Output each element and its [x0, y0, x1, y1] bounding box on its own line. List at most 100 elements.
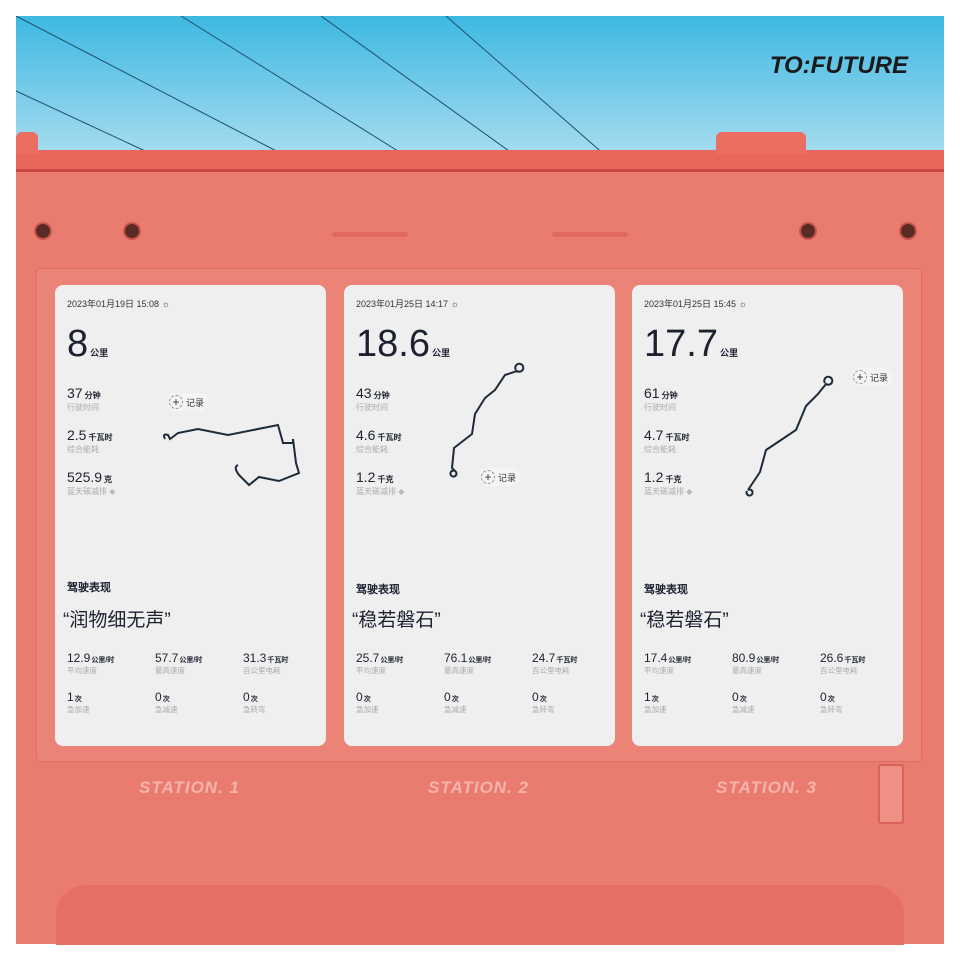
- metric-label: 最高速度: [732, 666, 762, 675]
- metric-label: 急加速: [356, 705, 379, 714]
- metric-value: 0: [356, 690, 363, 704]
- metrics-grid: 25.7公里/时 平均速度 76.1公里/时 最高速度 24.7千瓦时 百公里电耗 0次 急加…: [356, 651, 606, 715]
- rivet: [899, 222, 917, 240]
- metric-unit: 公里/时: [756, 657, 780, 664]
- metric-item: 0次急减速: [444, 690, 532, 715]
- metric-label: 百公里电耗: [532, 666, 570, 675]
- route-path: [745, 375, 834, 497]
- metric-item: 1次 急加速: [644, 690, 732, 715]
- metric-value: 1: [644, 690, 651, 704]
- performance-title: 驾驶表现: [67, 582, 111, 594]
- metric-value: 31.3: [243, 651, 267, 665]
- sun-icon: ☼: [738, 299, 747, 309]
- metric-label: 平均速度: [644, 666, 674, 675]
- metric-value: 24.7: [532, 651, 556, 665]
- plus-icon: +: [853, 370, 867, 384]
- metric-unit: 公里/时: [179, 657, 203, 664]
- metric-item: 31.3千瓦时百公里电耗: [243, 651, 317, 676]
- performance-title: 驾驶表现: [356, 584, 400, 596]
- performance-quote: “稳若磐石”: [640, 610, 729, 631]
- record-button[interactable]: + 记录: [167, 393, 210, 411]
- energy-use: 4.7 千瓦时 综合能耗: [644, 427, 690, 454]
- plus-icon: +: [169, 395, 183, 409]
- metric-unit: 公里/时: [668, 657, 692, 664]
- energy-use: 4.6 千瓦时 综合能耗: [356, 427, 402, 454]
- train-bottom: [56, 885, 904, 945]
- metric-item: 0次 急转弯: [532, 690, 606, 715]
- drive-time: 37 分钟 行驶时间: [67, 385, 101, 412]
- route-path: [449, 362, 525, 478]
- rivet: [123, 222, 141, 240]
- metric-unit: 公里/时: [91, 657, 115, 664]
- metric-item: 76.1公里/时 最高速度: [444, 651, 532, 676]
- rivet: [34, 222, 52, 240]
- metric-value: 57.7: [155, 651, 179, 665]
- metric-value: 0: [532, 690, 539, 704]
- trip-distance: 18.6 公里: [356, 323, 450, 365]
- metric-value: 0: [243, 690, 250, 704]
- metric-unit: 次: [74, 696, 82, 703]
- roof-hump: [716, 132, 806, 154]
- metric-item: 0次 急减速: [732, 690, 820, 715]
- metric-unit: 千瓦时: [267, 657, 289, 664]
- brand-logo: TO:FUTURE: [769, 52, 908, 79]
- trip-card[interactable]: 2023年01月25日 15:45 ☼ 17.7 公里 61 分钟 行驶时间 4.7 千…: [632, 285, 903, 746]
- metric-unit: 次: [451, 696, 459, 703]
- metric-value: 1: [67, 690, 74, 704]
- metric-item: 0次 急转弯: [820, 690, 894, 715]
- metric-unit: 次: [827, 696, 835, 703]
- route-path: [163, 423, 301, 487]
- metric-item: 24.7千瓦时 百公里电耗: [532, 651, 606, 676]
- station-label: STATION. 1: [139, 778, 240, 797]
- record-button[interactable]: + 记录: [479, 468, 522, 486]
- sky-background: TO:FUTURE: [16, 16, 944, 156]
- trip-distance: 17.7 公里: [644, 323, 738, 365]
- route-map: [449, 362, 525, 478]
- metric-label: 急转弯: [243, 705, 266, 714]
- metric-label: 急转弯: [820, 705, 843, 714]
- metric-value: 26.6: [820, 651, 844, 665]
- power-lines: [16, 16, 607, 156]
- metric-item: 0次 急转弯: [243, 690, 317, 715]
- metric-unit: 次: [162, 696, 170, 703]
- trip-date: 2023年01月19日 15:08 ☼: [67, 299, 170, 309]
- trip-date: 2023年01月25日 15:45 ☼: [644, 299, 747, 309]
- metric-label: 急减速: [444, 705, 467, 714]
- drive-time: 43 分钟 行驶时间: [356, 385, 390, 412]
- metric-item: 17.4公里/时 平均速度: [644, 651, 732, 676]
- metric-label: 百公里电耗: [243, 666, 281, 675]
- metric-value: 0: [444, 690, 451, 704]
- leaf-icon: ◆: [109, 487, 116, 496]
- sun-icon: ☼: [161, 299, 170, 309]
- metric-item: 80.9公里/时最高速度: [732, 651, 820, 676]
- metric-label: 急加速: [67, 705, 90, 714]
- energy-use: 2.5 千瓦时 综合能耗: [67, 427, 113, 454]
- metric-unit: 次: [363, 696, 371, 703]
- metric-item: 0次 急减速: [155, 690, 243, 715]
- station-label: STATION. 3: [716, 778, 817, 797]
- metric-item: 57.7公里/时 最高速度: [155, 651, 243, 676]
- metric-value: 12.9: [67, 651, 91, 665]
- station-label: STATION. 2: [428, 778, 529, 797]
- metric-label: 急减速: [155, 705, 178, 714]
- metric-item: 25.7公里/时 平均速度: [356, 651, 444, 676]
- door-handle: [878, 764, 904, 824]
- record-button[interactable]: + 记录: [851, 368, 894, 386]
- metric-label: 急加速: [644, 705, 667, 714]
- vent-slot: [552, 232, 628, 237]
- trip-card[interactable]: 2023年01月19日 15:08 ☼ 8 公里 37 分钟 行驶时间 2.5 千瓦时综…: [55, 285, 326, 746]
- plus-icon: +: [481, 470, 495, 484]
- metric-item: 1次急加速: [67, 690, 155, 715]
- metrics-grid: 12.9公里/时 平均速度 57.7公里/时 最高速度 31.3千瓦时 百公里电耗 1次 急加…: [67, 651, 317, 715]
- train-roof: [16, 150, 944, 172]
- drive-time: 61 分钟 行驶时间: [644, 385, 678, 412]
- rivet: [799, 222, 817, 240]
- metric-value: 25.7: [356, 651, 380, 665]
- route-map: [745, 375, 834, 497]
- vent-slot: [332, 232, 408, 237]
- metric-label: 最高速度: [444, 666, 474, 675]
- performance-quote: “稳若磐石”: [352, 610, 441, 631]
- trip-card[interactable]: 2023年01月25日 14:17 ☼ 18.6 公里 43 分钟 行驶时间 4.6 千…: [344, 285, 615, 746]
- metric-label: 平均速度: [67, 666, 97, 675]
- metric-value: 80.9: [732, 651, 756, 665]
